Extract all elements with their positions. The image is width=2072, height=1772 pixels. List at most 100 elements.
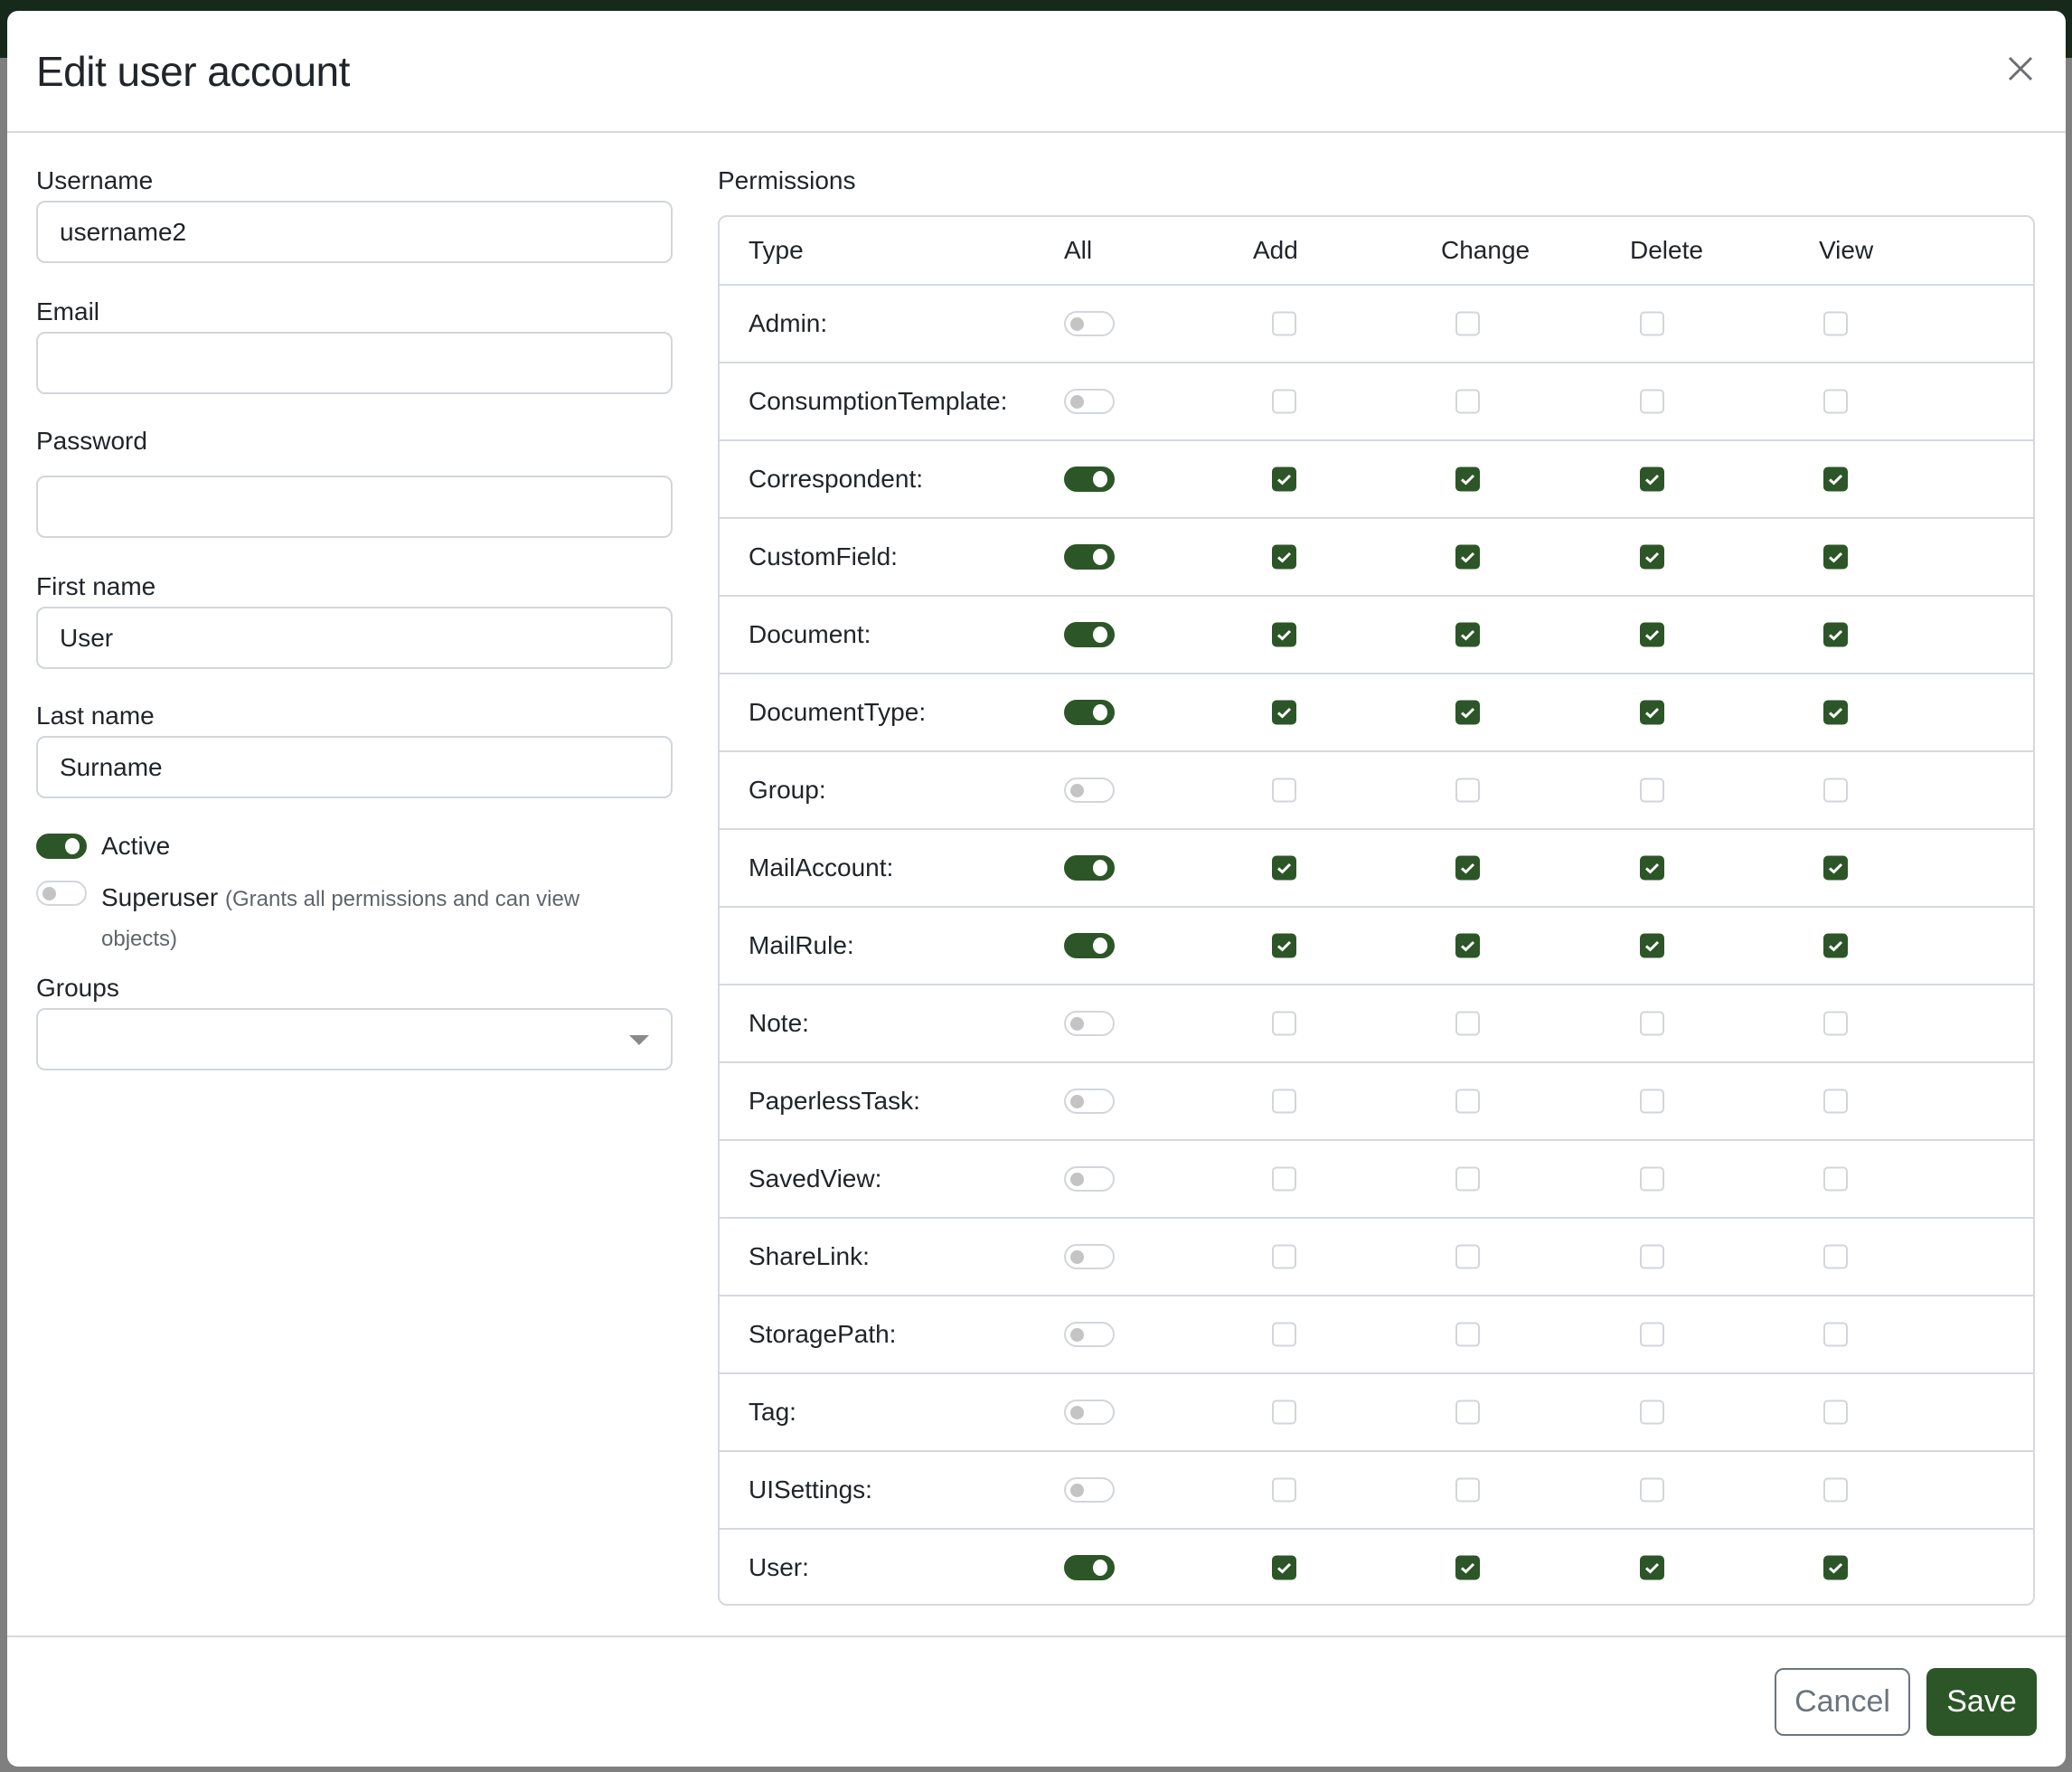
- last-name-input[interactable]: Surname: [36, 736, 673, 798]
- permission-delete-checkbox[interactable]: [1640, 700, 1664, 725]
- permission-view-checkbox[interactable]: [1823, 544, 1848, 570]
- permission-all-toggle[interactable]: [1064, 389, 1115, 414]
- permission-change-checkbox[interactable]: [1455, 1166, 1480, 1192]
- permission-all-toggle[interactable]: [1064, 700, 1115, 725]
- permission-add-checkbox[interactable]: [1272, 389, 1296, 414]
- permission-change-checkbox[interactable]: [1455, 389, 1480, 414]
- username-input[interactable]: username2: [36, 201, 673, 263]
- permission-change-checkbox[interactable]: [1455, 778, 1480, 803]
- first-name-value: User: [60, 623, 114, 652]
- permission-delete-checkbox[interactable]: [1640, 1555, 1664, 1580]
- permission-delete-checkbox[interactable]: [1640, 778, 1664, 803]
- permission-change-checkbox[interactable]: [1455, 1477, 1480, 1503]
- permission-change-checkbox[interactable]: [1455, 855, 1480, 881]
- permission-delete-checkbox[interactable]: [1640, 933, 1664, 958]
- active-toggle[interactable]: [36, 834, 87, 859]
- permission-all-toggle[interactable]: [1064, 1477, 1115, 1503]
- permission-type: PaperlessTask:: [749, 1087, 920, 1115]
- permission-view-checkbox[interactable]: [1823, 700, 1848, 725]
- permission-view-checkbox[interactable]: [1823, 1400, 1848, 1425]
- permission-add-checkbox[interactable]: [1272, 1555, 1296, 1580]
- permission-view-checkbox[interactable]: [1823, 778, 1848, 803]
- permission-view-checkbox[interactable]: [1823, 1555, 1848, 1580]
- permission-delete-checkbox[interactable]: [1640, 1477, 1664, 1503]
- permission-add-checkbox[interactable]: [1272, 778, 1296, 803]
- permission-all-toggle[interactable]: [1064, 311, 1115, 336]
- permission-change-checkbox[interactable]: [1455, 1244, 1480, 1269]
- permission-add-checkbox[interactable]: [1272, 467, 1296, 492]
- password-input[interactable]: [36, 476, 673, 538]
- permission-view-checkbox[interactable]: [1823, 311, 1848, 336]
- permission-view-checkbox[interactable]: [1823, 389, 1848, 414]
- permission-delete-checkbox[interactable]: [1640, 311, 1664, 336]
- permission-all-toggle[interactable]: [1064, 1400, 1115, 1425]
- permission-add-checkbox[interactable]: [1272, 933, 1296, 958]
- permission-delete-checkbox[interactable]: [1640, 855, 1664, 881]
- permission-view-checkbox[interactable]: [1823, 622, 1848, 647]
- permission-view-checkbox[interactable]: [1823, 1011, 1848, 1036]
- save-button[interactable]: Save: [1926, 1668, 2037, 1736]
- permission-delete-checkbox[interactable]: [1640, 1400, 1664, 1425]
- close-icon[interactable]: [2002, 51, 2039, 87]
- permission-delete-checkbox[interactable]: [1640, 389, 1664, 414]
- permission-all-toggle[interactable]: [1064, 1166, 1115, 1192]
- permission-change-checkbox[interactable]: [1455, 311, 1480, 336]
- permission-change-checkbox[interactable]: [1455, 1555, 1480, 1580]
- permission-view-checkbox[interactable]: [1823, 467, 1848, 492]
- permission-add-checkbox[interactable]: [1272, 1089, 1296, 1114]
- permission-add-checkbox[interactable]: [1272, 700, 1296, 725]
- permission-delete-checkbox[interactable]: [1640, 1011, 1664, 1036]
- permission-change-checkbox[interactable]: [1455, 1400, 1480, 1425]
- permission-delete-checkbox[interactable]: [1640, 467, 1664, 492]
- permission-view-checkbox[interactable]: [1823, 1166, 1848, 1192]
- first-name-input[interactable]: User: [36, 607, 673, 669]
- permission-delete-checkbox[interactable]: [1640, 544, 1664, 570]
- groups-select[interactable]: [36, 1008, 673, 1070]
- permission-add-checkbox[interactable]: [1272, 1400, 1296, 1425]
- permission-view-checkbox[interactable]: [1823, 933, 1848, 958]
- cancel-button[interactable]: Cancel: [1775, 1668, 1910, 1736]
- permission-change-checkbox[interactable]: [1455, 700, 1480, 725]
- permission-delete-checkbox[interactable]: [1640, 1089, 1664, 1114]
- permission-delete-checkbox[interactable]: [1640, 1166, 1664, 1192]
- permission-delete-checkbox[interactable]: [1640, 1244, 1664, 1269]
- permission-all-toggle[interactable]: [1064, 933, 1115, 958]
- permission-add-checkbox[interactable]: [1272, 1322, 1296, 1347]
- permission-view-checkbox[interactable]: [1823, 855, 1848, 881]
- permission-add-checkbox[interactable]: [1272, 1244, 1296, 1269]
- permission-all-toggle[interactable]: [1064, 1089, 1115, 1114]
- permission-add-checkbox[interactable]: [1272, 311, 1296, 336]
- permission-change-checkbox[interactable]: [1455, 544, 1480, 570]
- check-icon: [1645, 707, 1660, 719]
- permission-change-checkbox[interactable]: [1455, 1011, 1480, 1036]
- permission-view-checkbox[interactable]: [1823, 1322, 1848, 1347]
- permission-view-checkbox[interactable]: [1823, 1089, 1848, 1114]
- permission-all-toggle[interactable]: [1064, 855, 1115, 881]
- permission-change-checkbox[interactable]: [1455, 1322, 1480, 1347]
- permission-change-checkbox[interactable]: [1455, 933, 1480, 958]
- permission-view-checkbox[interactable]: [1823, 1477, 1848, 1503]
- permission-all-toggle[interactable]: [1064, 778, 1115, 803]
- permission-all-toggle[interactable]: [1064, 544, 1115, 570]
- permission-change-checkbox[interactable]: [1455, 467, 1480, 492]
- permission-add-checkbox[interactable]: [1272, 622, 1296, 647]
- permission-add-checkbox[interactable]: [1272, 1011, 1296, 1036]
- superuser-toggle[interactable]: [36, 881, 87, 906]
- permission-all-toggle[interactable]: [1064, 1011, 1115, 1036]
- permission-change-checkbox[interactable]: [1455, 1089, 1480, 1114]
- email-input[interactable]: [36, 332, 673, 394]
- permission-delete-checkbox[interactable]: [1640, 622, 1664, 647]
- permission-change-checkbox[interactable]: [1455, 622, 1480, 647]
- permission-add-checkbox[interactable]: [1272, 544, 1296, 570]
- check-icon: [1461, 629, 1475, 641]
- permission-add-checkbox[interactable]: [1272, 1477, 1296, 1503]
- permission-all-toggle[interactable]: [1064, 1244, 1115, 1269]
- permission-all-toggle[interactable]: [1064, 1555, 1115, 1580]
- permission-delete-checkbox[interactable]: [1640, 1322, 1664, 1347]
- permission-all-toggle[interactable]: [1064, 467, 1115, 492]
- permission-all-toggle[interactable]: [1064, 622, 1115, 647]
- permission-add-checkbox[interactable]: [1272, 855, 1296, 881]
- permission-add-checkbox[interactable]: [1272, 1166, 1296, 1192]
- permission-view-checkbox[interactable]: [1823, 1244, 1848, 1269]
- permission-all-toggle[interactable]: [1064, 1322, 1115, 1347]
